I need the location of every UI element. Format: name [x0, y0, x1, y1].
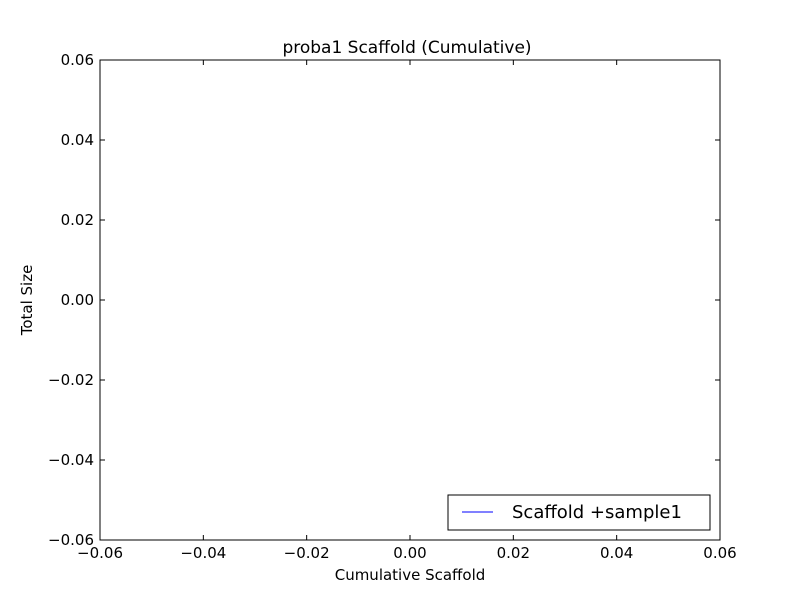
- legend-label-scaffold-sample1: Scaffold +sample1: [512, 502, 682, 523]
- x-tick-label: −0.02: [284, 544, 330, 562]
- x-tick-label: 0.02: [497, 544, 530, 562]
- plot-background: [100, 60, 720, 540]
- x-tick-label: −0.06: [77, 544, 123, 562]
- y-tick-label: −0.06: [48, 531, 94, 549]
- y-tick-label: −0.04: [48, 451, 94, 469]
- legend: Scaffold +sample1: [447, 494, 711, 531]
- x-tick-label: 0.00: [393, 544, 426, 562]
- x-tick-label: 0.04: [600, 544, 633, 562]
- x-tick-label: −0.04: [180, 544, 226, 562]
- y-tick-label: −0.02: [48, 371, 94, 389]
- plot-area: [100, 60, 720, 540]
- x-axis-ticks: −0.06 −0.04 −0.02 0.00 0.02 0.04 0.06: [77, 60, 737, 562]
- y-tick-label: 0.04: [61, 131, 94, 149]
- x-axis-label: Cumulative Scaffold: [335, 566, 486, 584]
- chart-title: proba1 Scaffold (Cumulative): [282, 38, 531, 58]
- x-tick-label: 0.06: [703, 544, 736, 562]
- y-axis-ticks: −0.06 −0.04 −0.02 0.00 0.02 0.04 0.06: [48, 51, 720, 549]
- y-tick-label: 0.06: [61, 51, 94, 69]
- y-tick-label: 0.00: [61, 291, 94, 309]
- y-axis-label: Total Size: [18, 265, 36, 337]
- y-tick-label: 0.02: [61, 211, 94, 229]
